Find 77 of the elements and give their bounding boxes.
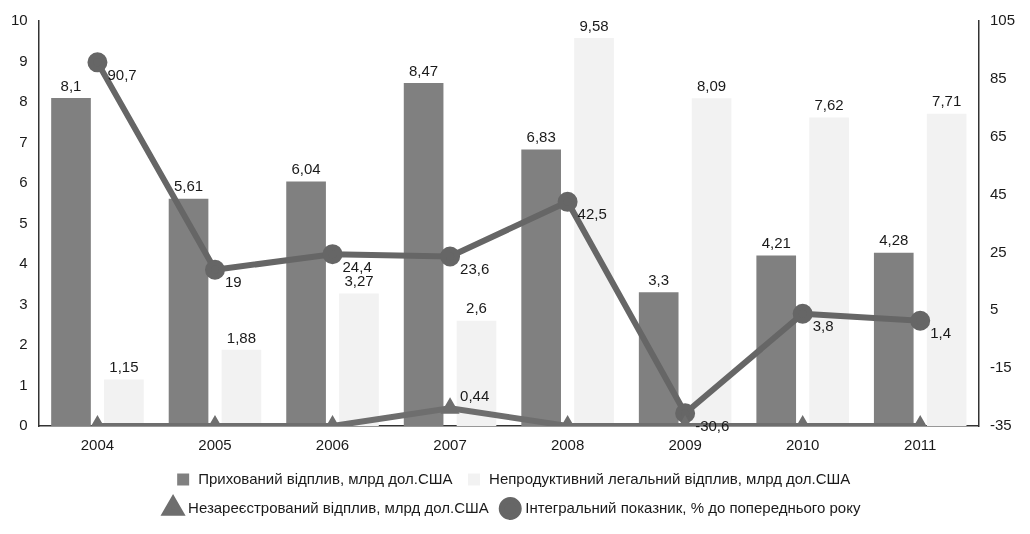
point — [557, 191, 578, 212]
point — [675, 403, 696, 424]
y-tick-label: 2 — [19, 335, 28, 353]
data-label: 0,44 — [460, 386, 490, 404]
y2-tick-label: 105 — [989, 11, 1015, 29]
point — [204, 259, 225, 280]
x-tick-label: 2009 — [668, 436, 702, 454]
bar — [926, 113, 967, 426]
bar — [809, 117, 849, 426]
point — [910, 310, 931, 331]
legend-label: Непродуктивний легальний відплив, млрд дол.США — [489, 469, 851, 487]
point — [87, 52, 108, 73]
bar — [403, 82, 444, 426]
bar — [168, 198, 209, 426]
bar — [521, 149, 561, 426]
data-label: 23,6 — [460, 260, 490, 278]
y-tick-label: 0 — [19, 416, 28, 434]
y2-tick-label: 5 — [989, 300, 999, 318]
data-label: 8,47 — [409, 61, 439, 79]
legend-label: Інтегральний показник, % до попереднього року — [525, 498, 861, 516]
data-label: 1,4 — [930, 324, 952, 342]
y-tick-label: 4 — [19, 254, 28, 272]
data-label: 4,21 — [761, 234, 791, 252]
x-tick-label: 2010 — [785, 436, 820, 454]
x-tick-label: 2011 — [904, 436, 937, 454]
data-label: 7,62 — [814, 96, 844, 114]
data-label: 6,83 — [526, 128, 556, 146]
data-label: 19 — [224, 273, 242, 291]
data-label: 4,28 — [879, 231, 909, 249]
data-label: 6,04 — [291, 160, 321, 178]
data-label: 8,09 — [696, 77, 727, 94]
y-tick-label: 9 — [19, 51, 28, 69]
legend-label: Прихований відплив, млрд дол.США — [198, 469, 453, 487]
x-tick-label: 2007 — [433, 436, 467, 454]
y2-tick-label: 45 — [989, 184, 1007, 202]
data-label: 3,27 — [344, 272, 374, 290]
data-label: 1,88 — [226, 328, 257, 346]
y2-tick-label: 65 — [989, 126, 1007, 144]
x-tick-label: 2006 — [315, 436, 350, 454]
data-label: 3,3 — [648, 270, 670, 288]
legend-label: Незареєстрований відплив, млрд дол.США — [188, 498, 489, 516]
y-tick-label: 10 — [11, 11, 28, 29]
y2-tick-label: 25 — [989, 242, 1007, 260]
x-tick-label: 2005 — [198, 436, 232, 454]
y-tick-label: 8 — [19, 92, 28, 110]
data-label: -30,6 — [695, 416, 730, 434]
y2-tick-label: -35 — [989, 416, 1012, 434]
bar — [286, 181, 326, 426]
x-tick-label: 2004 — [80, 436, 115, 454]
data-label: 42,5 — [577, 205, 607, 223]
bar — [104, 379, 144, 426]
bar — [51, 97, 91, 426]
bar — [574, 38, 614, 426]
bar — [873, 252, 914, 426]
y-tick-label: 7 — [19, 132, 28, 150]
bar — [339, 293, 379, 426]
y2-tick-label: -15 — [989, 358, 1012, 376]
point — [322, 244, 343, 265]
data-label: 24,4 — [342, 257, 372, 275]
point — [792, 303, 813, 324]
data-label: 7,71 — [932, 92, 962, 110]
x-tick-label: 2008 — [550, 436, 585, 454]
data-label: 5,61 — [173, 177, 204, 195]
data-label: 3,8 — [812, 317, 834, 335]
data-label: 9,58 — [579, 16, 609, 34]
bar — [221, 349, 262, 426]
data-label: 1,15 — [109, 358, 139, 376]
y-tick-label: 5 — [19, 213, 28, 231]
y-tick-label: 3 — [19, 294, 28, 312]
y2-tick-label: 85 — [989, 69, 1007, 86]
bar — [756, 255, 797, 426]
data-label: 90,7 — [107, 66, 137, 84]
y-tick-label: 1 — [19, 375, 28, 393]
data-label: 2,6 — [466, 299, 487, 317]
y-tick-label: 6 — [19, 173, 28, 191]
point — [440, 246, 461, 267]
data-label: 8,1 — [60, 76, 82, 94]
